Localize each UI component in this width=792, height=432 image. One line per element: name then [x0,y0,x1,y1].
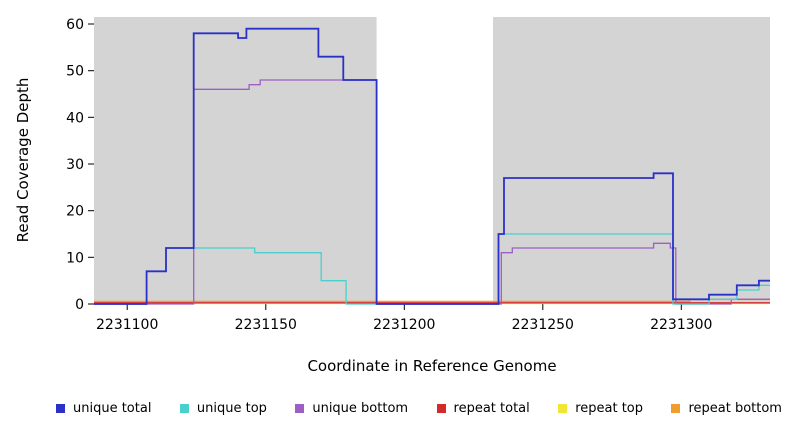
legend-item-repeat-top: repeat top [558,401,643,416]
coverage-chart: 2231100 2231150 2231200 2231250 2231300 0 10 20… [14,17,770,375]
legend-label: repeat bottom [688,401,782,416]
x-tick-label: 2231200 [373,317,435,333]
x-axis-label: Coordinate in Reference Genome [307,357,556,375]
legend-item-repeat-total: repeat total [436,401,530,416]
legend-item-unique-total: unique total [56,401,151,416]
legend-label: repeat top [575,401,643,416]
x-tick-label: 2231150 [235,317,297,333]
legend-swatch-unique-top [179,404,189,413]
x-tick-label: 2231250 [512,317,574,333]
x-tick-label: 2231100 [96,317,158,333]
legend-item-repeat-bottom: repeat bottom [671,401,782,416]
y-tick-label: 40 [66,110,84,126]
y-axis-label: Read Coverage Depth [14,78,32,243]
y-tick-label: 50 [66,64,84,80]
legend-swatch-repeat-top [558,404,568,413]
legend-item-unique-top: unique top [179,401,267,416]
plot-area: 2231100 2231150 2231200 2231250 2231300 0 10 20… [66,17,770,333]
y-tick-label: 60 [66,17,84,33]
legend-label: unique bottom [312,401,409,416]
gap-region [376,17,493,304]
legend-swatch-unique-bottom [295,404,305,413]
legend-item-unique-bottom: unique bottom [295,401,408,416]
legend-label: unique total [73,401,152,416]
legend-label: repeat total [453,401,530,416]
chart-legend: unique total unique top unique bottom re… [0,401,792,416]
x-tick-label: 2231300 [650,317,712,333]
series-unique-bottom [94,79,770,305]
legend-swatch-repeat-bottom [671,404,681,413]
legend-swatch-unique-total [56,404,65,413]
y-tick-label: 10 [66,250,84,266]
y-tick-label: 30 [66,157,84,173]
y-tick-label: 0 [75,297,84,313]
series-unique-total [94,27,770,305]
y-tick-label: 20 [66,204,84,220]
legend-label: unique top [196,401,267,416]
legend-swatch-repeat-total [436,404,446,413]
